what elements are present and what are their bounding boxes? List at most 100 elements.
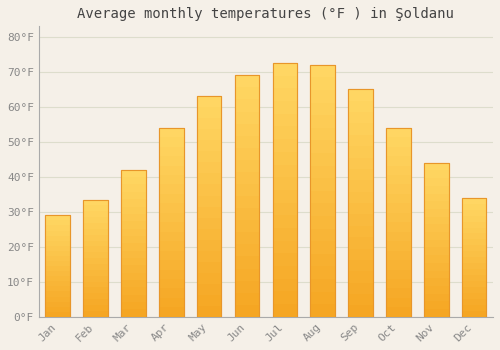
Bar <box>424 263 448 271</box>
Bar <box>310 115 335 128</box>
Bar <box>234 220 260 232</box>
Bar <box>121 251 146 258</box>
Bar <box>272 114 297 126</box>
Bar <box>197 184 222 196</box>
Bar <box>348 89 373 317</box>
Bar <box>310 90 335 103</box>
Bar <box>197 152 222 162</box>
Bar <box>84 276 108 282</box>
Bar <box>159 270 184 279</box>
Bar <box>272 126 297 139</box>
Bar <box>46 231 70 236</box>
Bar <box>121 273 146 280</box>
Bar <box>121 295 146 302</box>
Bar <box>462 210 486 216</box>
Bar <box>386 147 410 156</box>
Bar <box>46 251 70 256</box>
Bar <box>348 146 373 158</box>
Bar <box>348 271 373 283</box>
Bar <box>272 63 297 317</box>
Bar <box>234 160 260 172</box>
Bar <box>462 275 486 281</box>
Bar <box>348 89 373 317</box>
Bar <box>424 286 448 294</box>
Bar <box>386 288 410 298</box>
Bar <box>46 312 70 317</box>
Bar <box>424 163 448 317</box>
Bar <box>46 215 70 220</box>
Bar <box>121 258 146 265</box>
Bar <box>84 287 108 293</box>
Bar <box>159 175 184 184</box>
Bar <box>424 271 448 278</box>
Bar <box>424 163 448 317</box>
Bar <box>348 89 373 101</box>
Bar <box>159 128 184 317</box>
Bar <box>462 287 486 293</box>
Bar <box>386 213 410 222</box>
Bar <box>84 252 108 258</box>
Title: Average monthly temperatures (°F ) in Şoldanu: Average monthly temperatures (°F ) in Şo… <box>78 7 454 21</box>
Bar <box>84 246 108 252</box>
Bar <box>159 307 184 317</box>
Bar <box>348 180 373 192</box>
Bar <box>84 235 108 240</box>
Bar <box>462 305 486 311</box>
Bar <box>84 293 108 299</box>
Bar <box>386 241 410 251</box>
Bar <box>462 239 486 245</box>
Bar <box>386 137 410 147</box>
Bar <box>386 156 410 166</box>
Bar <box>310 266 335 279</box>
Bar <box>386 279 410 288</box>
Bar <box>234 232 260 244</box>
Bar <box>197 273 222 284</box>
Bar <box>310 203 335 216</box>
Bar <box>272 152 297 164</box>
Bar <box>310 304 335 317</box>
Bar <box>197 107 222 118</box>
Bar <box>424 217 448 224</box>
Bar <box>197 295 222 306</box>
Bar <box>234 75 260 317</box>
Bar <box>84 299 108 305</box>
Bar <box>348 135 373 146</box>
Bar <box>84 305 108 311</box>
Bar <box>46 266 70 271</box>
Bar <box>46 276 70 281</box>
Bar <box>159 279 184 288</box>
Bar <box>197 162 222 174</box>
Bar <box>462 222 486 228</box>
Bar <box>348 215 373 226</box>
Bar <box>386 128 410 317</box>
Bar <box>46 225 70 231</box>
Bar <box>121 170 146 177</box>
Bar <box>462 198 486 204</box>
Bar <box>310 229 335 241</box>
Bar <box>197 140 222 152</box>
Bar <box>234 88 260 99</box>
Bar <box>386 128 410 317</box>
Bar <box>197 174 222 184</box>
Bar <box>84 282 108 287</box>
Bar <box>348 306 373 317</box>
Bar <box>424 301 448 309</box>
Bar <box>310 191 335 203</box>
Bar <box>348 112 373 124</box>
Bar <box>159 222 184 232</box>
Bar <box>348 260 373 271</box>
Bar <box>234 184 260 196</box>
Bar <box>121 170 146 317</box>
Bar <box>310 65 335 77</box>
Bar <box>310 166 335 178</box>
Bar <box>272 76 297 89</box>
Bar <box>121 243 146 251</box>
Bar <box>84 199 108 317</box>
Bar <box>234 257 260 268</box>
Bar <box>197 96 222 317</box>
Bar <box>159 288 184 298</box>
Bar <box>84 199 108 205</box>
Bar <box>310 279 335 292</box>
Bar <box>310 77 335 90</box>
Bar <box>159 156 184 166</box>
